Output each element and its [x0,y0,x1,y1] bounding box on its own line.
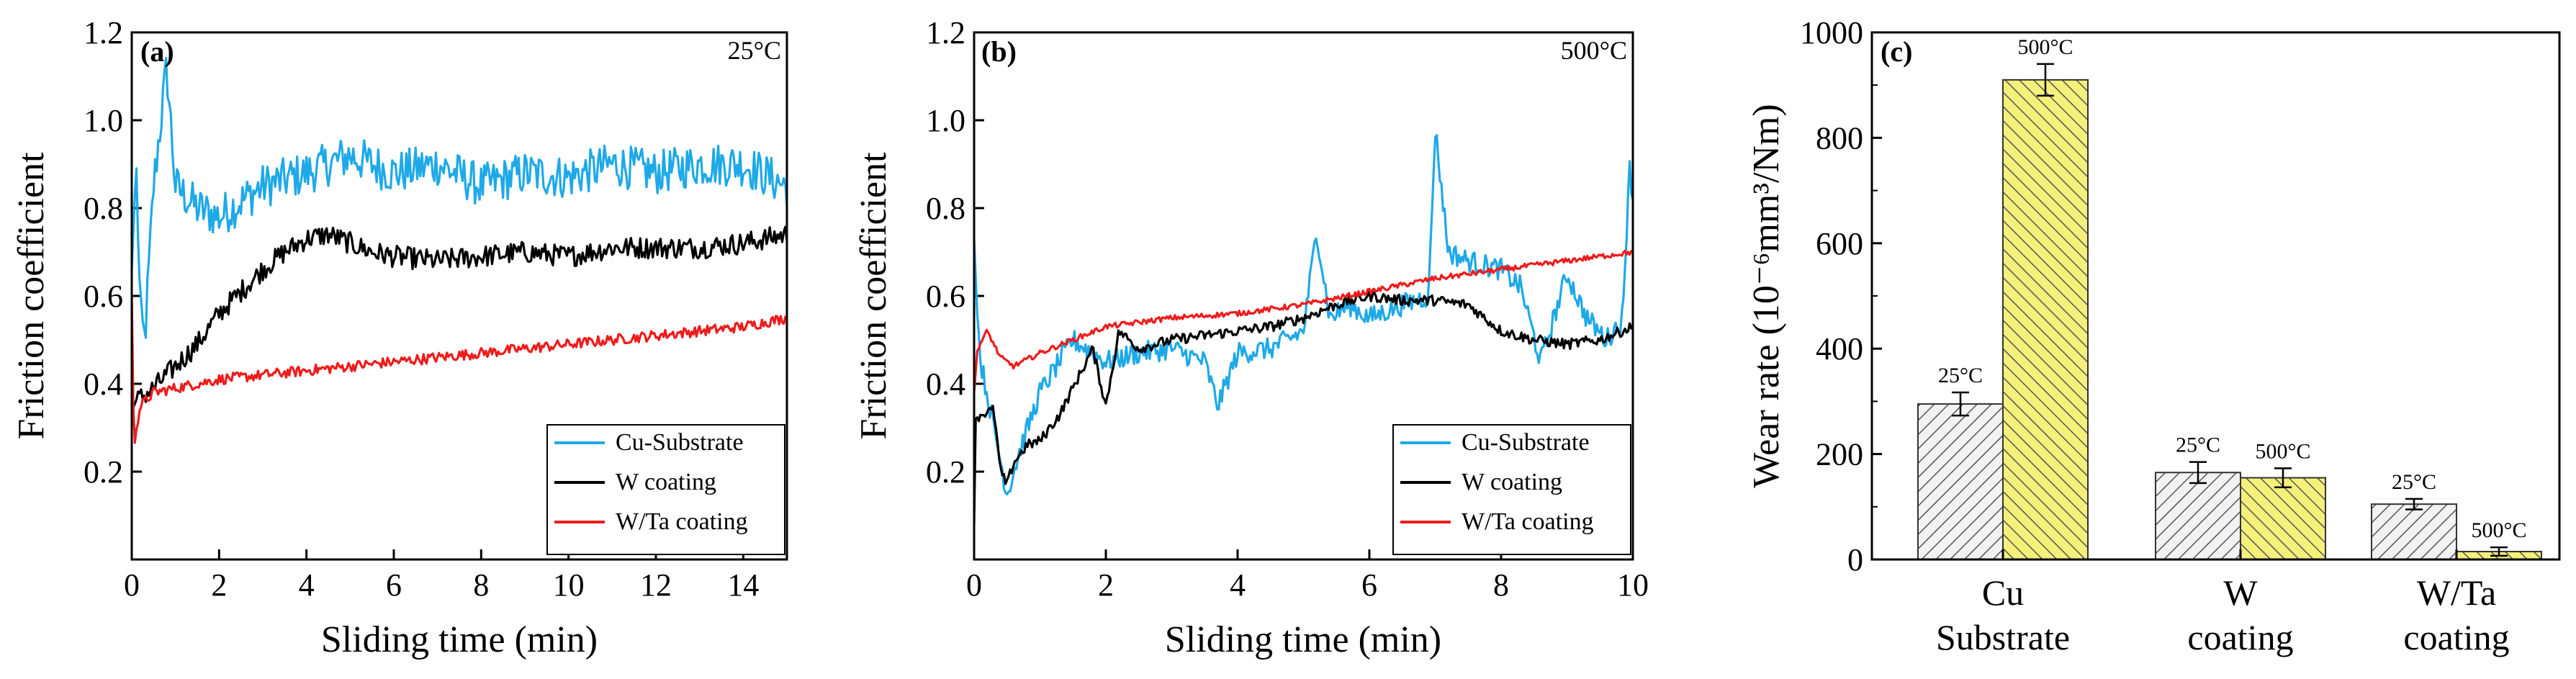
legend-entry: W/Ta coating [1462,508,1594,535]
bar-temperature-label: 500°C [2017,35,2073,59]
x-tick-label: 4 [299,567,315,603]
bar-temperature-label: 25°C [2392,470,2436,494]
y-tick-label: 0.4 [926,367,965,402]
x-tick-label: 0 [124,567,140,603]
y-tick-label: 0.8 [926,191,965,226]
y-tick-label: 0.8 [84,191,123,226]
x-tick-label: 6 [386,567,402,603]
y-tick-label: 1.0 [926,103,965,138]
y-tick-label: 400 [1816,331,1863,367]
x-tick-label: 0 [966,567,982,603]
series-line-w-ta-coating [132,295,787,444]
y-tick-label: 1.0 [84,103,123,138]
series-line-w-coating [132,225,787,411]
y-tick-label: 1.2 [84,15,123,50]
y-tick-label: 0.2 [926,454,965,490]
bar-temperature-label: 25°C [2176,433,2220,457]
series-line-w-coating [974,289,1633,525]
category-label-line1: W [2223,572,2258,613]
bar-temperature-label: 500°C [2255,439,2310,463]
legend-entry: W coating [616,469,716,495]
panel-a-friction-25c: 0 2 4 6 8 10 12 14 0.2 0.4 0.6 0.8 1.0 1.2 (a) 25°C S… [11,15,788,660]
y-tick-label: 0.6 [926,279,965,314]
y-tick-label: 0.6 [84,279,123,314]
panel-b-y-axis-label: Friction coefficient [853,152,894,440]
panel-b-legend: Cu-Substrate W coating W/Ta coating [1392,424,1631,555]
panel-a-frame [130,31,788,561]
category-label-line2: coating [2187,617,2293,657]
panel-b-temperature: 500°C [1561,36,1627,65]
legend-entry: Cu-Substrate [616,429,744,456]
panel-a-y-axis-label: Friction coefficient [11,152,52,440]
series-line-w-ta-coating [974,249,1633,393]
category-label-line1: Cu [1982,572,2024,613]
panel-c-label: (c) [1881,35,1912,68]
y-tick-label: 0.4 [84,367,123,402]
panel-a-label: (a) [140,35,174,68]
bar-25C-0 [1917,403,2004,560]
x-tick-label: 14 [727,567,759,603]
y-tick-label: 0 [1847,542,1863,577]
panel-a-x-axis-label: Sliding time (min) [321,619,598,660]
panel-b-x-axis-label: Sliding time (min) [1165,619,1441,660]
x-tick-label: 2 [1098,567,1114,603]
x-tick-label: 8 [473,567,489,603]
x-tick-label: 10 [1617,567,1649,603]
panel-a-temperature: 25°C [728,36,781,65]
series-line-cu-substrate [974,134,1633,496]
legend-entry: W coating [1462,469,1562,495]
panel-a-legend: Cu-Substrate W coating W/Ta coating [546,424,785,555]
legend-entry: W/Ta coating [616,508,748,535]
y-tick-label: 200 [1816,437,1863,472]
category-label-line1: W/Ta [2417,572,2496,613]
y-tick-label: 600 [1816,226,1863,261]
x-tick-label: 6 [1361,567,1377,603]
y-tick-label: 1000 [1800,15,1863,50]
bar-25C-2 [2371,503,2457,561]
bar-500C-0 [2002,78,2089,560]
legend-entry: Cu-Substrate [1462,429,1590,456]
bar-temperature-label: 25°C [1938,364,1983,387]
y-tick-label: 1.2 [926,15,965,50]
panel-c-wear-rate: 25°C 500°C 25°C 500°C 25°C 500°C 0 200 400 600 80… [1746,15,2561,657]
category-label-line2: coating [2403,617,2509,657]
panel-c-frame [1870,31,2561,561]
bar-25C-1 [2155,472,2241,560]
category-label-line2: Substrate [1936,617,2070,657]
bar-temperature-label: 500°C [2471,518,2526,542]
panel-b-label: (b) [981,35,1017,68]
series-line-cu-substrate [132,57,787,339]
y-tick-label: 0.2 [84,454,123,490]
x-tick-label: 4 [1230,567,1246,603]
y-tick-label: 800 [1816,120,1863,156]
x-tick-label: 10 [553,567,585,603]
x-tick-label: 2 [211,567,227,603]
x-tick-label: 8 [1493,567,1509,603]
bar-500C-1 [2240,477,2326,560]
panel-b-friction-500c: 0 2 4 6 8 10 0.2 0.4 0.6 0.8 1.0 1.2 (b) 500°C Slid… [853,15,1649,660]
panel-c-y-axis-label: Wear rate (10⁻⁶mm³/Nm) [1746,104,1787,487]
x-tick-label: 12 [640,567,672,603]
panel-b-frame [973,31,1634,561]
